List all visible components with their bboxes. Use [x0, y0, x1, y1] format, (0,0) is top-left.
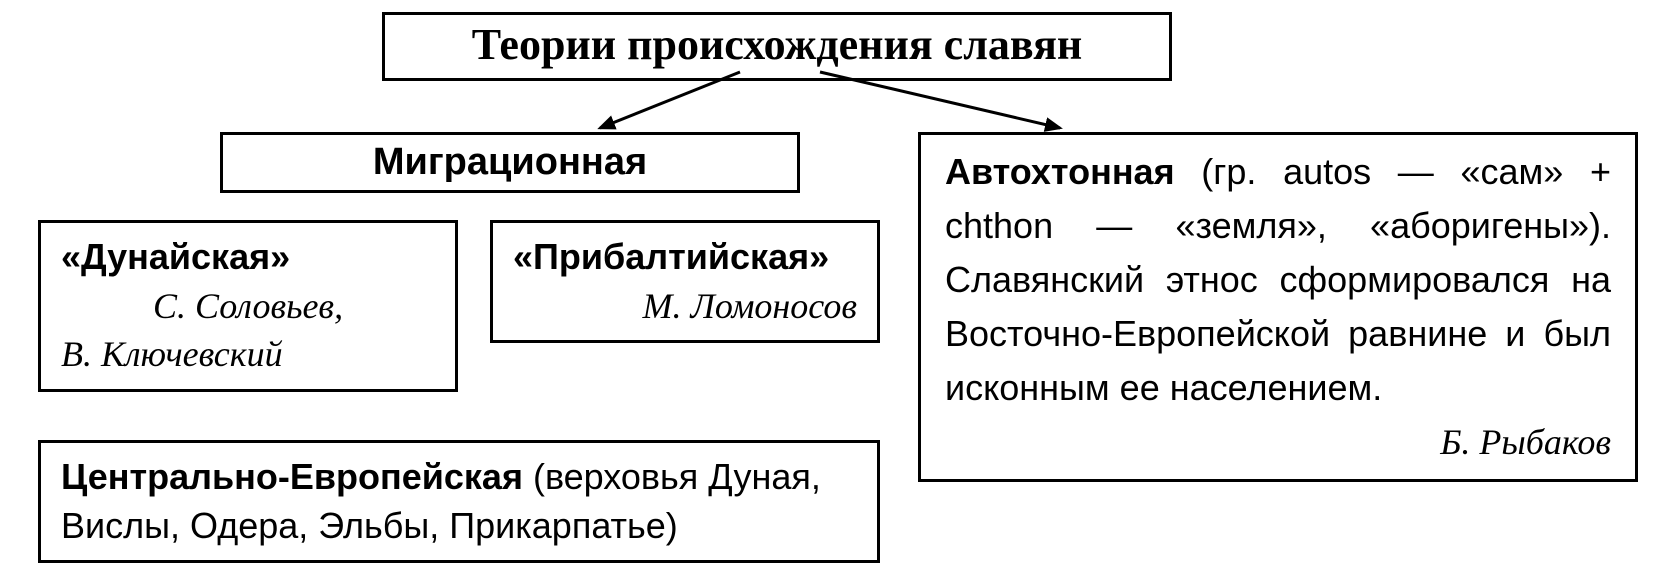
autochthon-title: Автохтонная: [945, 151, 1175, 192]
title-box: Теории происхождения славян: [382, 12, 1172, 81]
central-euro-box: Центрально-Европейская (верховья Дуная, …: [38, 440, 880, 563]
migration-header-box: Миграционная: [220, 132, 800, 193]
danube-author2: В. Ключевский: [61, 334, 283, 374]
baltic-box: «Прибалтийская» М. Ломоносов: [490, 220, 880, 343]
baltic-title: «Прибалтийская»: [513, 233, 857, 282]
danube-title: «Дунайская»: [61, 233, 435, 282]
autochthon-author: Б. Рыбаков: [945, 415, 1611, 469]
central-euro-title: Центрально-Европейская: [61, 456, 523, 497]
baltic-author: М. Ломоносов: [642, 286, 857, 326]
danube-box: «Дунайская» С. Соловьев, В. Ключевский: [38, 220, 458, 392]
migration-header-text: Миграционная: [373, 141, 647, 183]
title-text: Теории происхождения славян: [472, 20, 1082, 69]
autochthon-box: Автохтонная (гр. autos — «сам» + chthon …: [918, 132, 1638, 482]
danube-author1: С. Соловьев,: [153, 286, 343, 326]
